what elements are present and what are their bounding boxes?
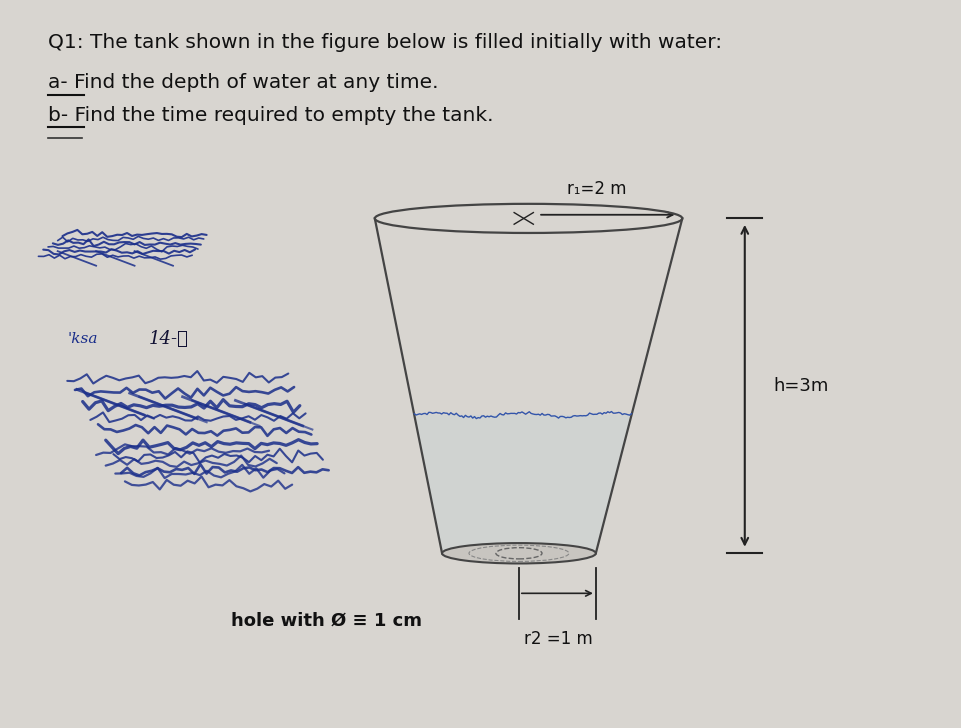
Text: b- Find the time required to empty the tank.: b- Find the time required to empty the t… (48, 106, 494, 124)
Text: 14-ℓ: 14-ℓ (149, 330, 188, 347)
Polygon shape (414, 415, 631, 553)
Text: r2 =1 m: r2 =1 m (524, 630, 593, 648)
Text: 'ksa: 'ksa (67, 331, 98, 346)
Ellipse shape (442, 543, 596, 563)
Text: a- Find the depth of water at any time.: a- Find the depth of water at any time. (48, 73, 438, 92)
Text: r₁=2 m: r₁=2 m (567, 180, 627, 198)
Text: hole with Ø ≡ 1 cm: hole with Ø ≡ 1 cm (231, 612, 422, 629)
Text: h=3m: h=3m (774, 377, 829, 395)
Text: Q1: The tank shown in the figure below is filled initially with water:: Q1: The tank shown in the figure below i… (48, 33, 722, 52)
